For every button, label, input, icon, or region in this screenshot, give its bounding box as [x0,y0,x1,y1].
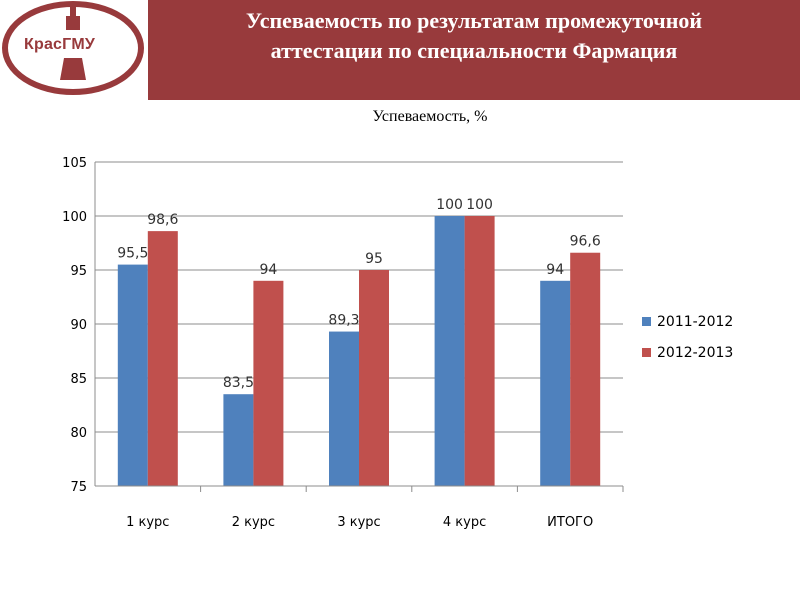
data-label: 89,3 [328,313,359,329]
bar [464,216,495,486]
bar [570,252,601,486]
x-tick-label: 4 курс [443,515,486,530]
x-tick-label: 2 курс [232,515,275,530]
bar [359,270,389,486]
y-tick-label: 100 [62,210,87,225]
bar [540,280,571,486]
y-tick-label: 95 [70,264,87,279]
title-line-1: Успеваемость по результатам промежуточно… [245,8,703,33]
data-label: 100 [466,197,493,213]
logo-text: КрасГМУ [24,36,96,53]
bar [329,331,359,486]
bar [147,231,178,486]
legend-swatch [642,348,651,357]
logo-emblem-ring [2,1,144,95]
data-label: 95,5 [117,246,148,262]
y-tick-label: 80 [70,426,87,441]
bar [223,394,254,486]
y-tick-label: 75 [70,480,87,495]
legend-label: 2012-2013 [657,345,733,361]
legend-swatch [642,317,651,326]
header-band [148,0,800,100]
bar [117,264,148,486]
y-tick-label: 85 [70,372,87,387]
x-tick-label: ИТОГО [547,515,593,530]
chart-title: Успеваемость, % [372,108,488,125]
logo: КрасГМУ [0,0,148,100]
data-label: 95 [365,251,383,267]
x-tick-label: 1 курс [126,515,169,530]
data-label: 83,5 [223,375,254,391]
y-tick-label: 90 [70,318,87,333]
data-label: 100 [436,197,463,213]
bar [434,216,465,486]
title-line-2: аттестации по специальности Фармация [270,38,678,63]
x-tick-label: 3 курс [337,515,380,530]
legend-label: 2011-2012 [657,314,733,330]
data-label: 96,6 [570,234,601,250]
data-label: 94 [259,262,277,278]
data-label: 98,6 [147,212,178,228]
data-label: 94 [546,262,564,278]
logo-tower [60,6,86,80]
y-tick-label: 105 [62,156,87,171]
page-title: Успеваемость по результатам промежуточно… [148,6,800,66]
bar [253,280,284,486]
